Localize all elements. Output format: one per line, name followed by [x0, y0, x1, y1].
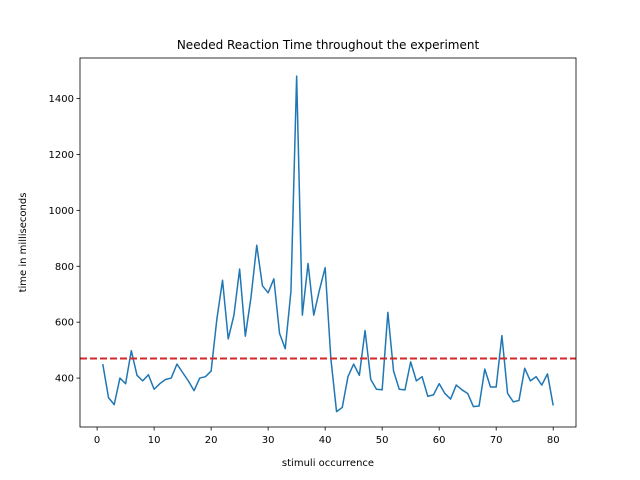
- x-tick-label: 70: [490, 435, 503, 446]
- y-axis: 400 600 800 1000 1200 1400: [49, 94, 80, 385]
- x-tick-label: 20: [205, 435, 218, 446]
- x-tick-label: 60: [433, 435, 446, 446]
- y-tick-label: 1000: [49, 206, 74, 217]
- plot-area: [80, 75, 576, 413]
- x-axis-label: stimuli occurrence: [282, 458, 374, 469]
- axes-frame: [79, 57, 577, 428]
- x-tick-label: 0: [94, 435, 100, 446]
- x-axis: 0 10 20 30 40 50 60 70 80: [94, 427, 560, 446]
- x-tick-label: 30: [262, 435, 275, 446]
- x-tick-label: 50: [376, 435, 389, 446]
- x-tick-label: 40: [319, 435, 332, 446]
- y-tick-label: 1200: [49, 150, 74, 161]
- y-tick-label: 800: [55, 262, 74, 273]
- y-tick-label: 400: [55, 374, 74, 385]
- series-line-0: [102, 75, 554, 413]
- x-tick-label: 10: [148, 435, 161, 446]
- x-tick-label: 80: [547, 435, 560, 446]
- y-tick-label: 1400: [49, 94, 74, 105]
- chart-title: Needed Reaction Time throughout the expe…: [177, 38, 480, 52]
- y-tick-label: 600: [55, 318, 74, 329]
- y-axis-label: time in milliseconds: [18, 193, 29, 293]
